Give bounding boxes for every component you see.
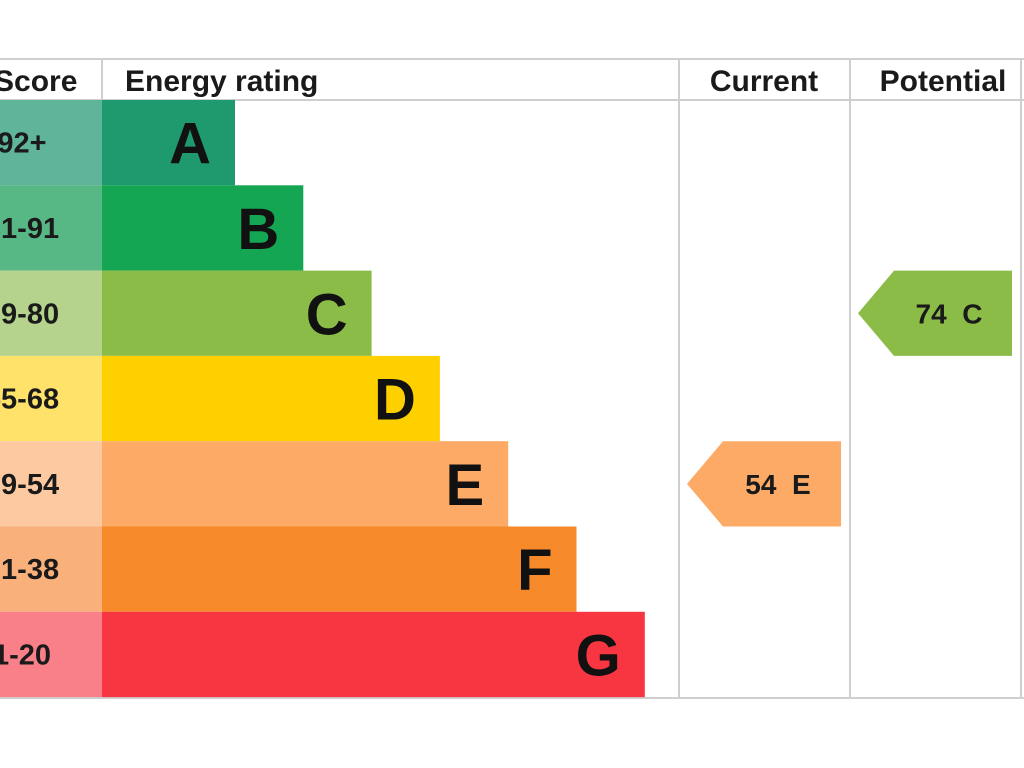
band-letter-g: G <box>576 623 621 688</box>
score-cell-a <box>0 100 102 186</box>
score-cell-f <box>0 526 102 612</box>
band-bar-c <box>102 270 372 356</box>
rating-bands: 92+ A 81-91 B 69-80 C 55-68 D 39-54 E 21-38 F 1-20 G <box>0 100 645 698</box>
score-cell-d <box>0 355 102 442</box>
potential-arrow <box>858 270 1012 356</box>
current-column-header: Current <box>710 65 818 98</box>
band-bar-a <box>102 100 235 186</box>
band-letter-b: B <box>237 197 279 262</box>
score-label-c: 69-80 <box>0 298 59 330</box>
score-label-b: 81-91 <box>0 213 59 245</box>
potential-rating-label: 74 C <box>916 298 983 329</box>
score-label-g: 1-20 <box>0 639 51 671</box>
band-letter-c: C <box>306 282 348 347</box>
potential-column-header: Potential <box>880 65 1007 98</box>
current-rating-label: 54 E <box>745 469 810 500</box>
band-bar-b <box>102 185 304 271</box>
score-label-f: 21-38 <box>0 554 59 586</box>
score-cell-c <box>0 270 102 356</box>
band-bar-d <box>102 355 440 442</box>
energy-rating-column-header: Energy rating <box>125 65 318 98</box>
score-column-header: Score <box>0 65 77 98</box>
score-cell-b <box>0 185 102 271</box>
band-bar-e <box>102 441 509 527</box>
score-label-d: 55-68 <box>0 384 59 416</box>
score-cell-g <box>0 611 102 698</box>
band-bar-f <box>102 526 577 612</box>
band-letter-d: D <box>374 368 416 433</box>
score-label-a: 92+ <box>0 128 47 160</box>
current-arrow <box>687 441 841 527</box>
band-letter-e: E <box>446 453 485 518</box>
score-cell-e <box>0 441 102 527</box>
band-bar-g <box>102 611 645 698</box>
band-letter-f: F <box>517 538 552 603</box>
band-letter-a: A <box>169 112 211 177</box>
score-label-e: 39-54 <box>0 469 59 501</box>
rating-arrows: 54 E 74 C <box>687 270 1012 527</box>
